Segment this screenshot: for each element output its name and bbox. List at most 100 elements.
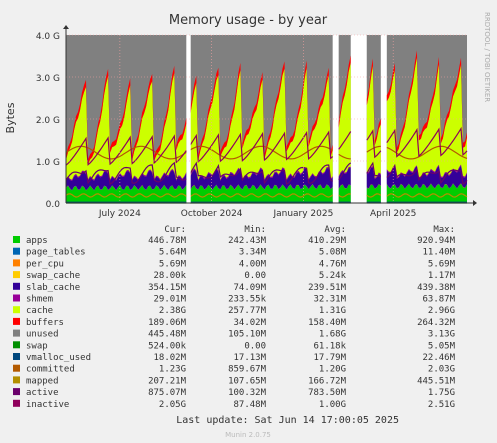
legend-header: Min: <box>244 225 266 235</box>
area-page_tables <box>338 184 351 190</box>
legend-value-min: 859.67M <box>228 365 267 375</box>
area-apps <box>338 184 351 203</box>
line-active <box>366 161 382 178</box>
legend-value-max: 1.75G <box>428 388 455 398</box>
legend-value-avg: 5.08M <box>319 248 347 258</box>
area-slab_cache <box>366 167 381 189</box>
legend-value-min: 107.65M <box>228 376 267 386</box>
legend-series-name: per_cpu <box>26 259 64 269</box>
y-tick-label: 4.0 G <box>36 32 60 42</box>
legend-value-avg: 158.40M <box>308 318 347 328</box>
x-axis-arrow <box>473 200 477 206</box>
legend-value-cur: 875.07M <box>148 388 187 398</box>
line-active <box>338 162 352 181</box>
legend-value-min: 233.55k <box>228 295 267 305</box>
legend-value-min: 3.34M <box>239 248 267 258</box>
line-active <box>189 161 334 186</box>
legend-series-name: mapped <box>26 376 59 386</box>
line-mapped <box>338 193 351 198</box>
legend-value-min: 0.00 <box>244 271 266 281</box>
area-buffers <box>366 58 381 146</box>
legend-value-min: 4.00M <box>239 259 267 269</box>
legend-swatch <box>13 247 20 255</box>
legend-series-name: committed <box>26 365 75 375</box>
legend-swatch <box>13 282 20 290</box>
legend-series-name: cache <box>26 306 53 316</box>
area-slab_cache <box>66 170 187 191</box>
x-tick-label: January 2025 <box>272 209 333 219</box>
area-slab_cache <box>386 165 467 189</box>
legend-value-max: 2.03G <box>428 365 455 375</box>
last-update: Last update: Sat Jun 14 17:00:05 2025 <box>176 415 399 426</box>
area-apps <box>366 184 381 203</box>
legend-value-avg: 4.76M <box>319 259 347 269</box>
legend-value-avg: 32.31M <box>313 295 346 305</box>
data-gap <box>333 35 338 203</box>
legend-value-avg: 61.18k <box>313 341 346 351</box>
area-slab_cache <box>190 168 333 190</box>
legend-value-avg: 1.68G <box>319 330 346 340</box>
legend-value-cur: 28.00k <box>153 271 186 281</box>
legend-swatch <box>13 376 20 384</box>
legend-value-cur: 524.00k <box>148 341 187 351</box>
line-mapped <box>366 193 382 198</box>
y-axis-arrow <box>63 25 69 29</box>
line-committed <box>338 153 351 160</box>
legend-swatch <box>13 399 20 407</box>
legend-swatch <box>13 236 20 243</box>
legend-value-avg: 1.31G <box>319 306 346 316</box>
area-shmem <box>66 168 187 181</box>
area-per_cpu <box>66 184 187 191</box>
legend-series-name: buffers <box>26 318 64 328</box>
line-mapped <box>65 193 187 198</box>
line-committed <box>65 145 187 160</box>
legend-value-min: 257.77M <box>228 306 267 316</box>
area-buffers <box>66 65 187 165</box>
legend-series-name: inactive <box>26 400 69 410</box>
legend-value-max: 2.51G <box>428 400 455 410</box>
area-per_cpu <box>190 184 333 190</box>
legend-value-cur: 18.02M <box>153 353 186 363</box>
legend-swatch <box>13 353 20 360</box>
area-cache <box>190 67 333 180</box>
line-active <box>65 161 187 186</box>
legend-value-min: 105.10M <box>228 330 267 340</box>
legend-value-min: 100.32M <box>228 388 267 398</box>
area-per_cpu <box>386 183 467 189</box>
area-apps <box>386 183 467 203</box>
legend-value-cur: 446.78M <box>148 236 187 246</box>
legend-swatch <box>13 271 20 279</box>
legend-value-avg: 783.50M <box>308 388 347 398</box>
legend-series-name: vmalloc_used <box>26 353 91 363</box>
legend-value-cur: 207.21M <box>148 376 187 386</box>
legend-swatch <box>13 341 20 349</box>
legend-value-min: 87.48M <box>233 400 266 410</box>
legend-swatch <box>13 294 20 302</box>
legend-value-max: 63.87M <box>422 295 455 305</box>
legend: Cur: Min: Avg: Max: apps 446.78M 242.43M 410.29… <box>13 225 456 410</box>
legend-series-name: apps <box>26 236 48 246</box>
area-slab_cache <box>338 168 351 189</box>
chart-title: Memory usage - by year <box>169 13 328 28</box>
y-tick-label: 2.0 G <box>36 116 60 126</box>
legend-value-max: 3.13G <box>428 330 455 340</box>
legend-value-min: 0.00 <box>244 341 266 351</box>
area-page_tables <box>366 184 381 189</box>
legend-swatch <box>13 317 20 325</box>
legend-value-cur: 5.69M <box>159 259 187 269</box>
legend-swatch <box>13 306 20 314</box>
legend-series-name: shmem <box>26 295 53 305</box>
x-tick-label: July 2024 <box>98 209 141 219</box>
line-inactive <box>65 134 187 166</box>
legend-value-max: 5.69M <box>428 259 456 269</box>
legend-value-max: 5.05M <box>428 341 456 351</box>
rrdtool-credit: RRDTOOL / TOBI OETIKER <box>483 12 491 102</box>
area-per_cpu <box>366 183 381 189</box>
legend-series-name: unused <box>26 330 59 340</box>
line-mapped <box>189 193 334 198</box>
legend-value-min: 74.09M <box>233 283 266 293</box>
legend-header: Avg: <box>324 225 346 235</box>
legend-value-max: 439.38M <box>417 283 456 293</box>
line-committed <box>190 145 334 160</box>
legend-value-max: 920.94M <box>417 236 456 246</box>
